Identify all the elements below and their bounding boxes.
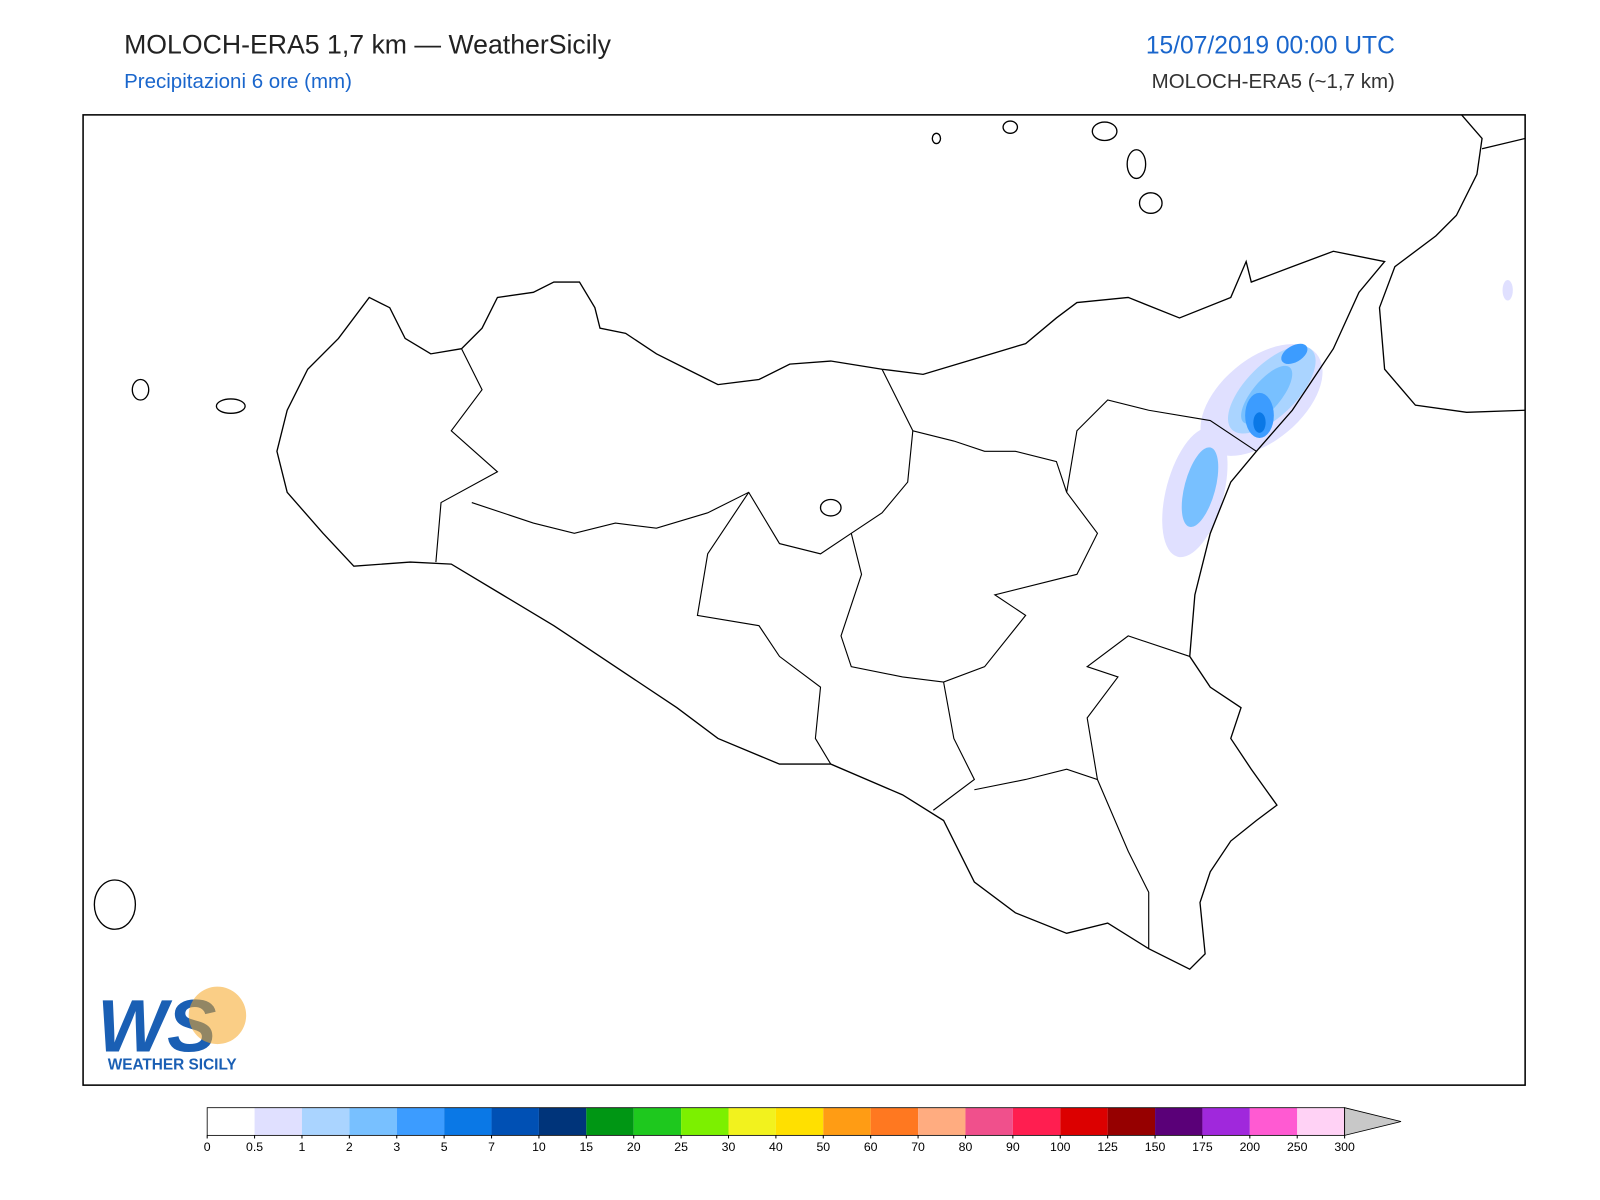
colorbar-tick-label: 10 <box>532 1140 546 1154</box>
colorbar-tick-label: 70 <box>911 1140 925 1154</box>
colorbar-bin <box>396 1107 445 1136</box>
colorbar-tick-label: 175 <box>1192 1140 1213 1154</box>
logo-name: WEATHER SICILY <box>108 1057 237 1074</box>
sicily-coast <box>276 250 1386 971</box>
colorbar-tick-label: 150 <box>1145 1140 1166 1154</box>
colorbar-tick-label: 20 <box>627 1140 641 1154</box>
colorbar-tick-label: 0 <box>204 1140 211 1154</box>
colorbar-bin <box>586 1107 634 1136</box>
colorbar-bin <box>538 1107 587 1136</box>
colorbar-bin <box>1060 1107 1108 1136</box>
colorbar-tick-label: 250 <box>1287 1140 1308 1154</box>
colorbar-bin <box>918 1107 966 1136</box>
colorbar-bin <box>349 1107 397 1136</box>
colorbar-tick-label: 100 <box>1050 1140 1071 1154</box>
colorbar-bin <box>1012 1107 1061 1136</box>
datetime: 15/07/2019 00:00 UTC <box>1146 32 1395 59</box>
colorbar-bin <box>633 1107 682 1136</box>
colorbar-bin <box>728 1107 776 1136</box>
precip-area <box>1181 447 1219 528</box>
calabria-coast <box>1481 137 1526 150</box>
colorbar-bin <box>301 1107 350 1136</box>
colorbar-tick-label: 300 <box>1334 1140 1355 1154</box>
colorbar-bin <box>965 1107 1013 1136</box>
map: WS WEATHER SICILY <box>82 114 1526 1086</box>
colorbar-bin <box>1107 1107 1156 1136</box>
logo-sun <box>188 986 247 1045</box>
colorbar-bin <box>775 1107 824 1136</box>
colorbar-tick-label: 5 <box>441 1140 448 1154</box>
calabria-coast <box>1378 114 1526 413</box>
colorbar-bin <box>1297 1107 1345 1136</box>
colorbar-tick-label: 25 <box>674 1140 688 1154</box>
subtitle: Precipitazioni 6 ore (mm) <box>124 70 352 93</box>
precip-area <box>1281 343 1308 364</box>
colorbar-bin <box>207 1107 255 1136</box>
colorbar-tick-label: 3 <box>393 1140 400 1154</box>
title: MOLOCH-ERA5 1,7 km — WeatherSicily <box>124 29 612 59</box>
colorbar-tick-label: 1 <box>299 1140 306 1154</box>
colorbar-tick-label: 40 <box>769 1140 783 1154</box>
colorbar-bin <box>870 1107 919 1136</box>
precip-area <box>1253 412 1266 433</box>
colorbar-bin <box>444 1107 492 1136</box>
colorbar-bin <box>681 1107 729 1136</box>
colorbar-bin <box>1155 1107 1203 1136</box>
colorbar-bin <box>823 1107 871 1136</box>
colorbar-bin <box>1202 1107 1250 1136</box>
colorbar-tick-label: 50 <box>816 1140 830 1154</box>
colorbar: 0 0.5 1 2 3 5 7 10 15 20 25 30 40 50 60 70 80 90 100 125 150… <box>204 1107 1402 1154</box>
precip-area <box>1502 280 1513 301</box>
colorbar-tick-label: 90 <box>1006 1140 1020 1154</box>
logo: WS WEATHER SICILY <box>97 984 247 1074</box>
precipitation <box>1162 280 1513 558</box>
colorbar-tick-label: 60 <box>864 1140 878 1154</box>
colorbar-tick-label: 15 <box>579 1140 593 1154</box>
colorbar-extend <box>1344 1107 1402 1136</box>
province-borders <box>435 348 1257 949</box>
colorbar-tick-label: 80 <box>959 1140 973 1154</box>
model: MOLOCH-ERA5 (~1,7 km) <box>1152 70 1395 93</box>
colorbar-tick-label: 0.5 <box>246 1140 263 1154</box>
map-frame <box>82 114 1526 1086</box>
colorbar-tick-label: 30 <box>722 1140 736 1154</box>
colorbar-tick-label: 125 <box>1097 1140 1118 1154</box>
colorbar-bin <box>491 1107 539 1136</box>
colorbar-tick-label: 7 <box>488 1140 495 1154</box>
colorbar-tick-label: 200 <box>1240 1140 1261 1154</box>
colorbar-bin <box>254 1107 302 1136</box>
colorbar-bin <box>1249 1107 1298 1136</box>
colorbar-tick-label: 2 <box>346 1140 353 1154</box>
islands <box>93 120 1163 930</box>
